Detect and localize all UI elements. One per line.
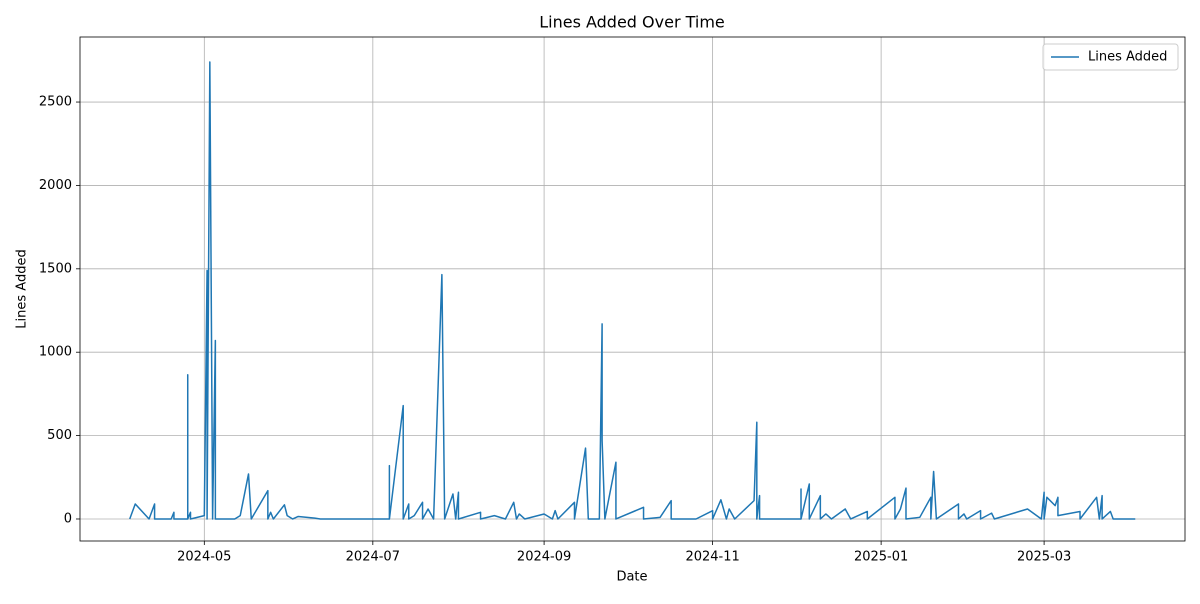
x-tick-label: 2024-11 — [685, 550, 739, 565]
chart-title: Lines Added Over Time — [539, 13, 725, 32]
x-tick-label: 2024-09 — [517, 550, 571, 565]
plot-frame — [79, 36, 1186, 542]
legend-label: Lines Added — [1088, 50, 1167, 65]
x-tick-label: 2025-01 — [854, 550, 908, 565]
y-tick-label: 1000 — [39, 345, 72, 360]
x-tick-label: 2025-03 — [1017, 550, 1071, 565]
y-tick-label: 2500 — [39, 95, 72, 110]
y-tick-label: 1500 — [39, 261, 72, 276]
y-tick-label: 500 — [47, 428, 72, 443]
legend-box — [1042, 43, 1179, 71]
x-tick-label: 2024-07 — [346, 550, 400, 565]
x-tick-label: 2024-05 — [177, 550, 231, 565]
data-line — [129, 61, 1136, 520]
x-axis-label: Date — [616, 570, 647, 585]
y-axis-label: Lines Added — [15, 249, 30, 328]
y-tick-label: 2000 — [39, 178, 72, 193]
y-tick-label: 0 — [64, 511, 72, 526]
